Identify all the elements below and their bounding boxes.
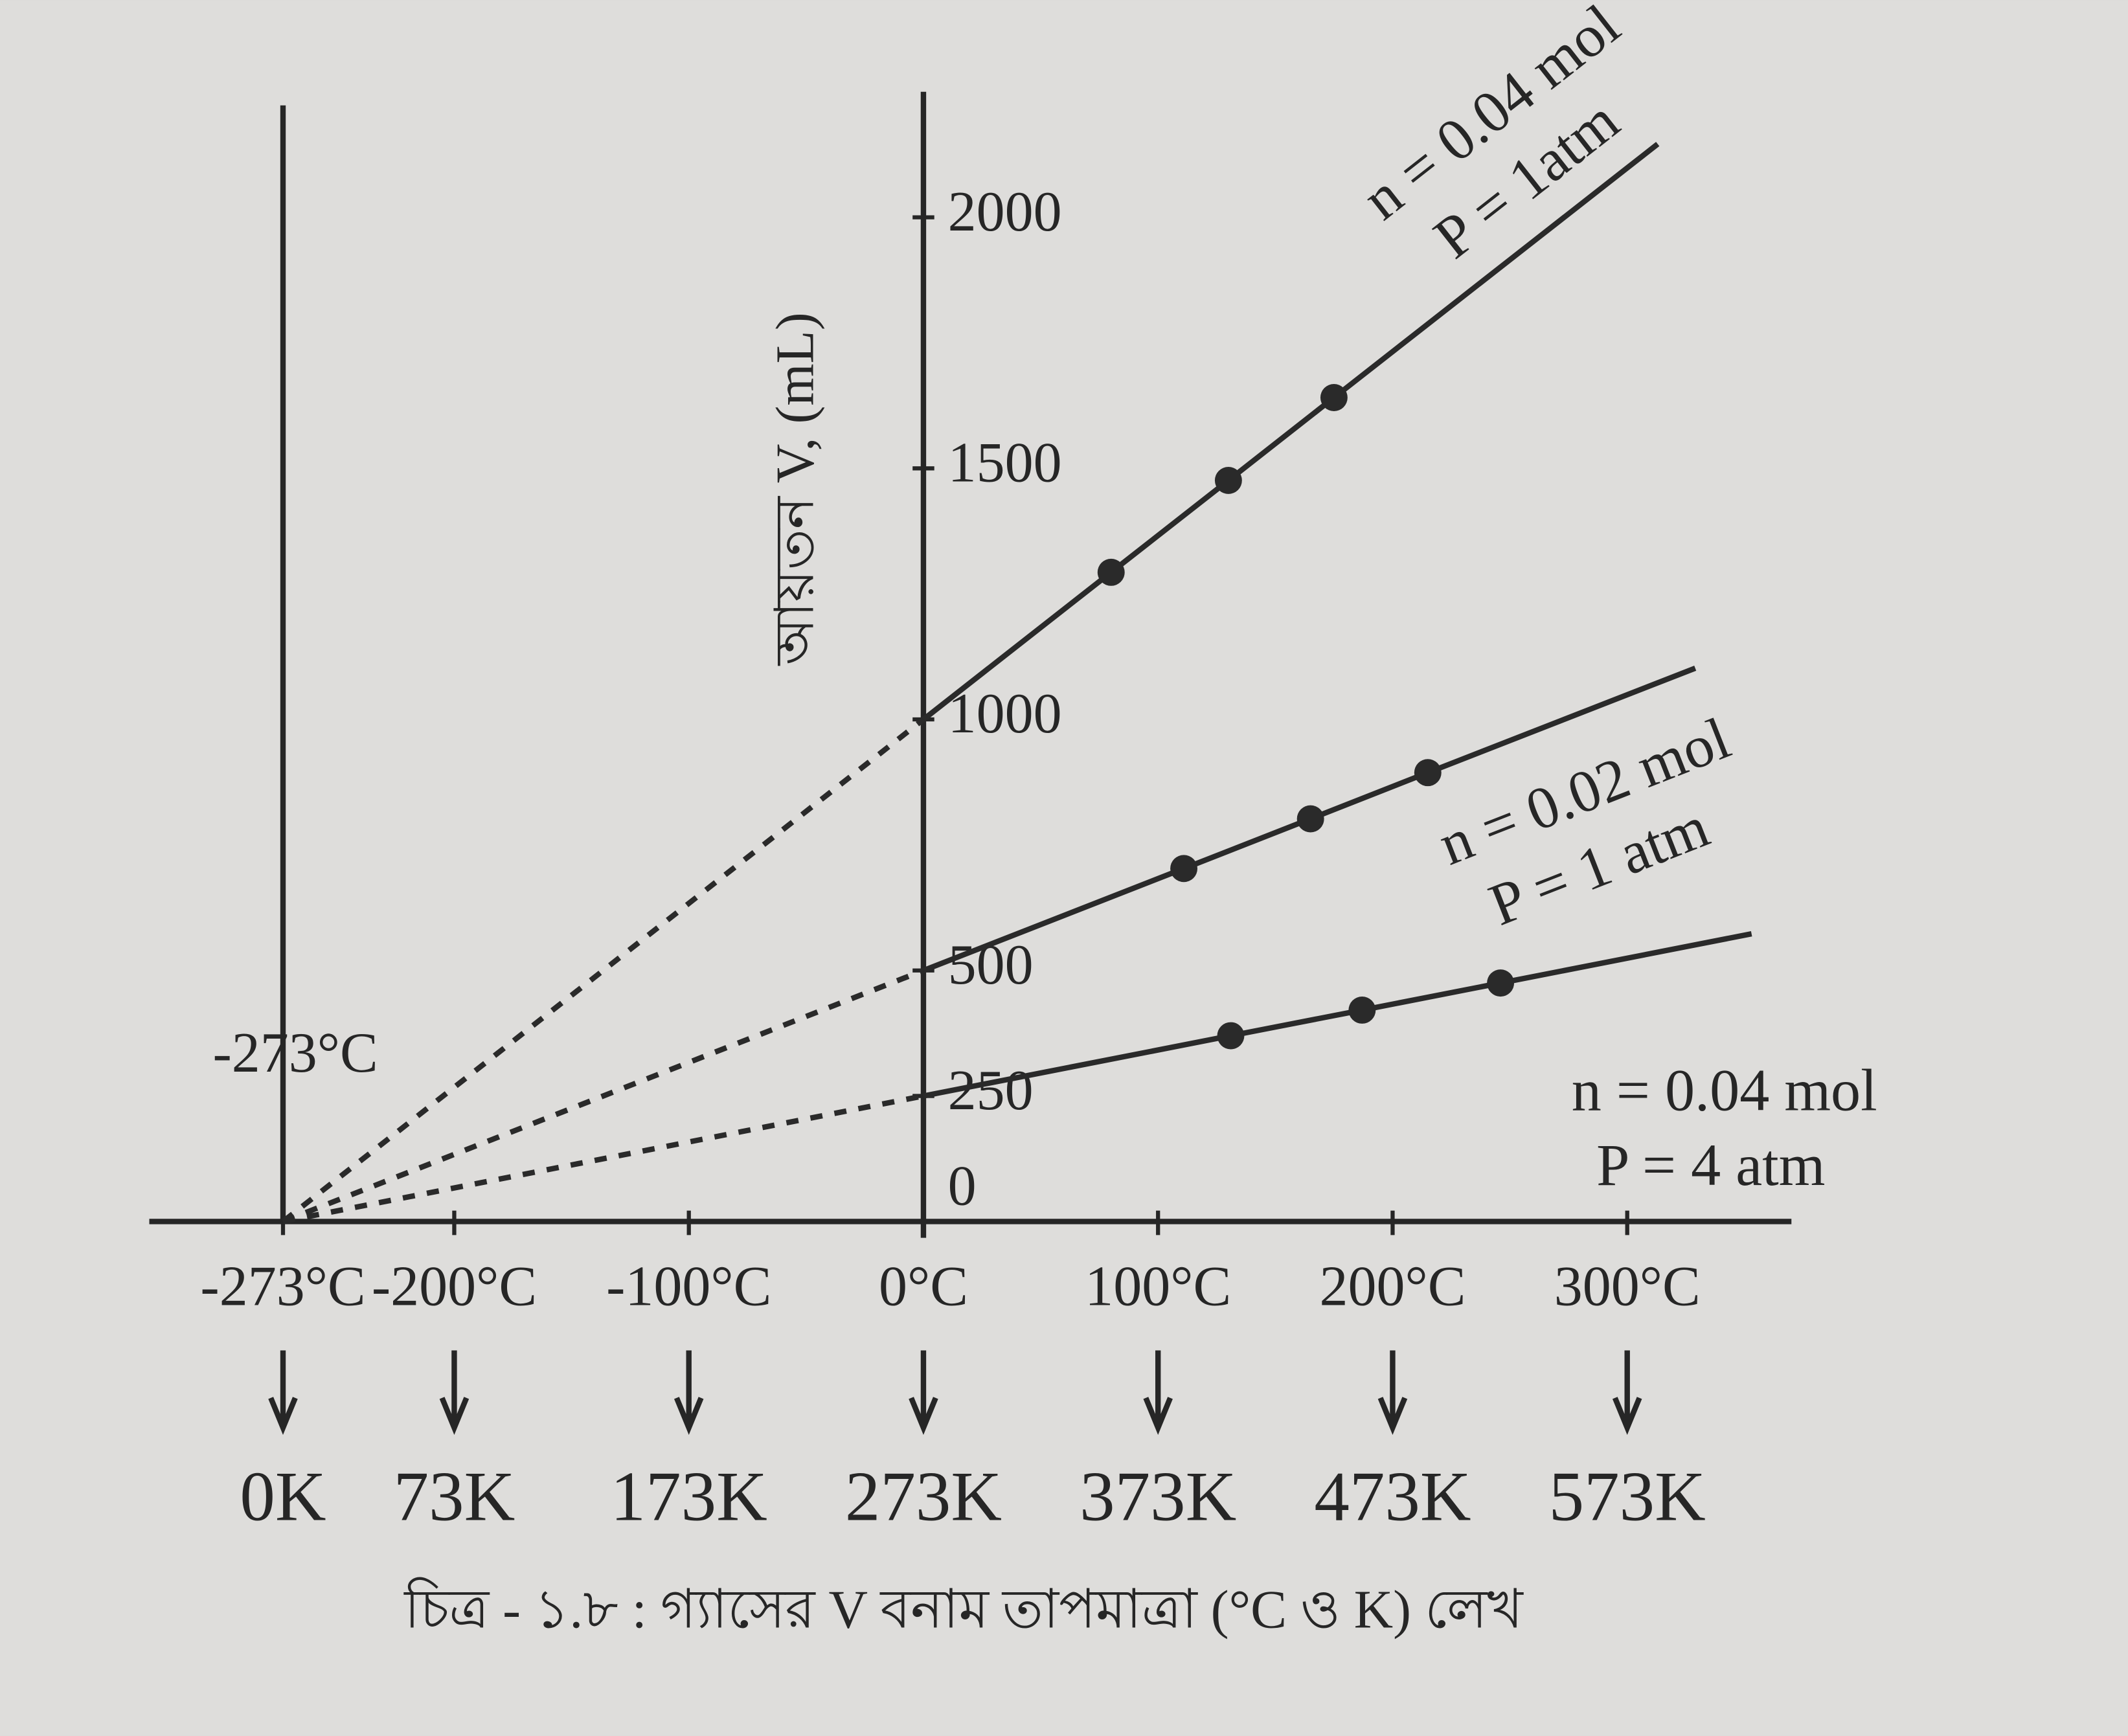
caption: চিত্র - ১.৮ : গ্যাসের V বনাম তাপমাত্রা (… [403,1577,1524,1640]
y-tick-label: 1000 [948,682,1062,745]
x-tick-label: -273°C [200,1256,365,1318]
kelvin-label: 173K [611,1457,767,1535]
arrow [1377,1350,1408,1436]
y-tick-label: 2000 [948,181,1062,243]
y-tick-label: 1500 [948,432,1062,495]
data-point [1170,855,1198,883]
x-tick-label: 100°C [1085,1256,1231,1318]
data-point [1320,384,1348,411]
data-point [1296,805,1324,833]
data-point [1097,558,1125,586]
kelvin-label: 473K [1314,1457,1471,1535]
data-point [1214,466,1242,494]
kelvin-label: 373K [1080,1457,1236,1535]
x-tick-label: 200°C [1320,1256,1466,1318]
extrapolated-line [282,1093,924,1224]
x-tick-label: 300°C [1554,1256,1701,1318]
legend-pressure: P = 4 atm [1596,1132,1825,1198]
arrow [909,1350,938,1436]
extrapolated-line [282,967,925,1224]
kelvin-label: 273K [845,1457,1002,1535]
x-tick-label: -100°C [606,1256,771,1318]
legend-label: n = 0.04 mol [1572,1057,1877,1123]
x-tick-label: -200°C [372,1256,537,1318]
kelvin-label: 0K [240,1457,326,1535]
y-axis-label: আয়তন V, (mL) [765,312,826,666]
arrow [673,1350,704,1436]
arrow [1143,1350,1173,1436]
x-tick-label: 0°C [879,1256,968,1318]
data-point [1348,997,1376,1024]
arrow [1612,1350,1642,1436]
arrow [439,1350,470,1436]
y-tick-label: 0 [948,1155,977,1218]
data-point [1217,1022,1245,1050]
arrow [268,1350,298,1436]
data-point [1414,759,1442,787]
kelvin-label: 73K [394,1457,515,1535]
annotation: -273°C [212,1022,378,1085]
data-point [1487,969,1515,997]
kelvin-label: 573K [1549,1457,1706,1535]
